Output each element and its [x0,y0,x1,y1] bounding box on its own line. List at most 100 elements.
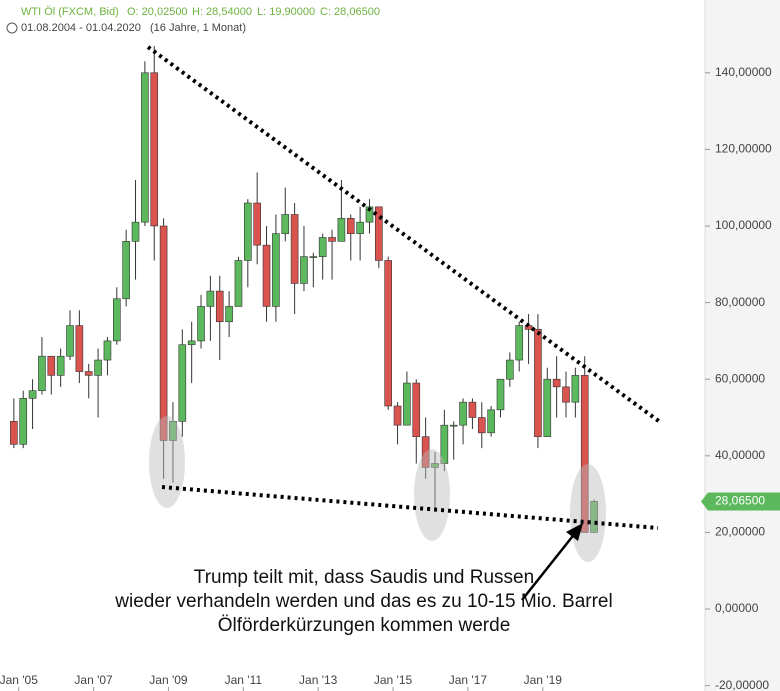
candle-body [244,202,252,261]
candle-body [66,325,74,357]
candle-body [496,378,505,411]
candle-body [393,405,402,426]
candle-body [337,218,346,242]
candle-body [122,241,130,300]
x-tick-label: Jan '13 [299,673,338,687]
candle-body [468,401,477,418]
candle-body [328,237,336,242]
y-tick-label: 20,00000 [715,525,765,539]
candle-body [150,72,159,227]
instrument: WTI Öl (FXCM, Bid) [21,6,119,18]
candle-body [215,290,224,323]
candle-body [253,202,261,246]
candle-body [449,424,458,427]
candle-body [75,325,84,372]
candle-body [412,382,421,437]
candle-body [552,378,561,388]
candle-body [10,421,18,445]
candle-body [28,390,37,399]
candle-body [38,355,46,391]
trend-line-lower [161,485,659,530]
y-tick-label: 80,00000 [715,295,765,309]
candle-body [543,378,552,437]
candle-body [506,359,514,380]
ohlc-open: O: 20,02500 [127,6,188,18]
date-range: 01.08.2004 - 01.04.2020 [21,22,141,34]
annotation: Ölförderkürzungen kommen werde [218,615,511,636]
candle-body [318,237,327,257]
candle-body [290,214,299,284]
candle-body [159,225,168,441]
candle-body [56,355,65,376]
candle-body [580,375,589,533]
candle-body [571,375,580,403]
candle-body [487,409,495,434]
highlight-ellipse [414,449,450,541]
y-tick-label: 100,00000 [715,218,772,232]
x-tick-label: Jan '15 [374,673,413,687]
candle-body [103,340,112,361]
candle-body [459,401,467,426]
candle-body [309,256,318,258]
y-tick-label: 140,00000 [715,65,772,79]
y-tick-label: 120,00000 [715,142,772,156]
candle-body [515,325,524,361]
candle-body [234,260,243,307]
candle-body [534,329,542,437]
candle-body [131,221,140,242]
trend-line-upper [146,45,662,424]
ohlc-low: L: 19,90000 [257,6,315,18]
highlight-ellipse [570,464,606,562]
candle-body [431,463,439,468]
duration: (16 Jahre, 1 Monat) [150,22,246,34]
x-tick-label: Jan '17 [449,673,488,687]
candle-body [384,260,392,407]
highlight-ellipse [149,416,185,508]
plot [10,45,598,533]
header: WTI Öl (FXCM, Bid) O: 20,02500 H: 28,540… [6,6,380,34]
y-tick-label: 0,00000 [715,601,759,615]
candle-body [562,386,570,403]
candle-body [47,355,56,376]
candle-body [403,382,411,426]
price-tag-pointer [701,492,708,511]
candle-body [206,290,215,307]
ohlc-high: H: 28,54000 [192,6,252,18]
candle-body [300,256,308,284]
ohlc-close: C: 28,06500 [320,6,380,18]
candle-body [113,298,121,342]
price-tag-label: 28,06500 [715,494,765,508]
candle-body [169,421,177,441]
candle-body [225,306,233,323]
candle-body [94,359,102,376]
candle-body [421,436,430,468]
axis-panel [705,0,780,691]
arrow-shaft [521,531,577,601]
candle-body [281,214,290,234]
price-tag-box [708,492,780,511]
candle-body [375,206,383,261]
overlays [146,45,662,601]
candle-body [178,344,187,422]
candle-body [440,424,449,464]
candle-body [262,244,271,307]
candle-body [84,371,93,376]
annotation: Trump teilt mit, dass Saudis und Russen [194,567,534,588]
candle-body [19,398,28,445]
candle-body [477,417,486,434]
candle-body [356,221,364,234]
candle-body [187,340,196,346]
x-tick-label: Jan '19 [524,673,563,687]
candle-body [141,72,149,223]
candle-body [590,501,598,533]
x-tick-label: Jan '11 [225,673,263,687]
clock-icon [6,22,18,34]
x-tick-label: Jan '09 [149,673,188,687]
candle-body [346,218,355,234]
x-tick-label: Jan '05 [0,673,38,687]
candle-body [272,233,280,307]
arrow-head [566,523,583,541]
y-tick-label: -20,00000 [715,678,769,691]
annotation: wieder verhandeln werden und das es zu 1… [114,591,612,612]
